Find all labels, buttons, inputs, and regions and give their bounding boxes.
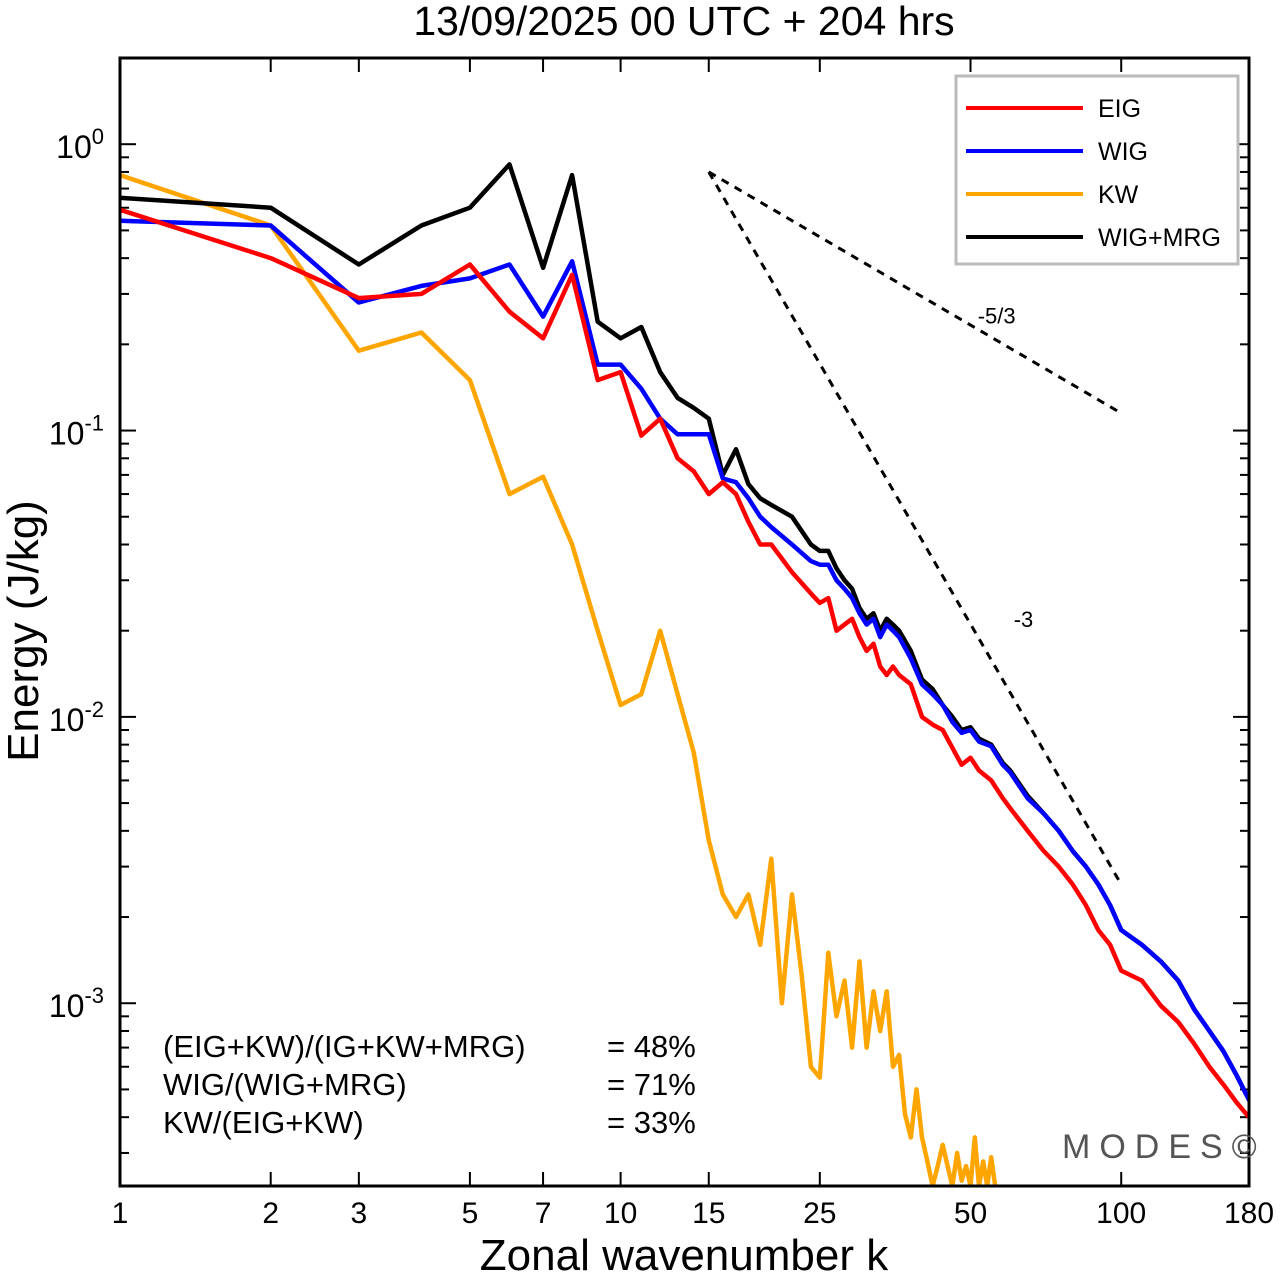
ratio-label: WIG/(WIG+MRG)	[163, 1067, 407, 1102]
x-axis-label: Zonal wavenumber k	[480, 1231, 889, 1280]
ratio-value: = 71%	[607, 1067, 696, 1102]
legend: EIG WIG KW WIG+MRG	[954, 74, 1240, 266]
y-tick-label: 10-2	[49, 697, 104, 738]
legend-label: WIG+MRG	[1098, 224, 1221, 252]
reference-slope-line	[707, 171, 1123, 886]
series-line-wig	[120, 218, 1249, 1103]
ratio-value: = 48%	[607, 1029, 696, 1064]
x-tick-label: 10	[604, 1197, 637, 1230]
y-axis-label: Energy (J/kg)	[0, 500, 48, 762]
legend-label: WIG	[1098, 138, 1148, 166]
reference-slope-label: -5/3	[978, 304, 1016, 329]
legend-label: KW	[1098, 181, 1139, 209]
modes-watermark: MODES©	[1062, 1128, 1266, 1166]
x-tick-label: 180	[1224, 1197, 1274, 1230]
x-tick-label: 3	[351, 1197, 368, 1230]
x-tick-label: 25	[803, 1197, 836, 1230]
ratio-annotations: -5/3 -3 (EIG+KW)/(IG+KW+MRG) = 48% WIG/(WIG+…	[163, 304, 1033, 1140]
x-tick-label: 100	[1096, 1197, 1146, 1230]
x-tick-label: 1	[112, 1197, 129, 1230]
ratio-value: = 33%	[607, 1105, 696, 1140]
series-line-kw	[120, 172, 998, 1186]
ratio-label: (EIG+KW)/(IG+KW+MRG)	[163, 1029, 526, 1064]
axis-ticks: 1 2 3 5 7 10 15 25 50 100 180 100 10-1 10-2 10-3	[49, 57, 1274, 1230]
chart-title: 13/09/2025 00 UTC + 204 hrs	[413, 0, 954, 44]
series-line-eig	[120, 207, 1249, 1120]
reference-slopes	[707, 170, 1123, 886]
series-lines	[120, 162, 1249, 1186]
x-tick-label: 5	[462, 1197, 479, 1230]
y-tick-label: 10-1	[49, 411, 104, 452]
legend-label: EIG	[1098, 95, 1141, 123]
x-tick-label: 15	[692, 1197, 725, 1230]
x-tick-label: 2	[262, 1197, 279, 1230]
x-tick-label: 7	[535, 1197, 552, 1230]
reference-slope-label: -3	[1014, 607, 1034, 632]
ratio-label: KW/(EIG+KW)	[163, 1105, 364, 1140]
x-tick-label: 50	[954, 1197, 987, 1230]
y-tick-label: 100	[56, 124, 104, 165]
y-tick-label: 10-3	[49, 983, 104, 1024]
plot-frame	[118, 56, 1251, 1188]
reference-slope-line	[707, 170, 1122, 415]
